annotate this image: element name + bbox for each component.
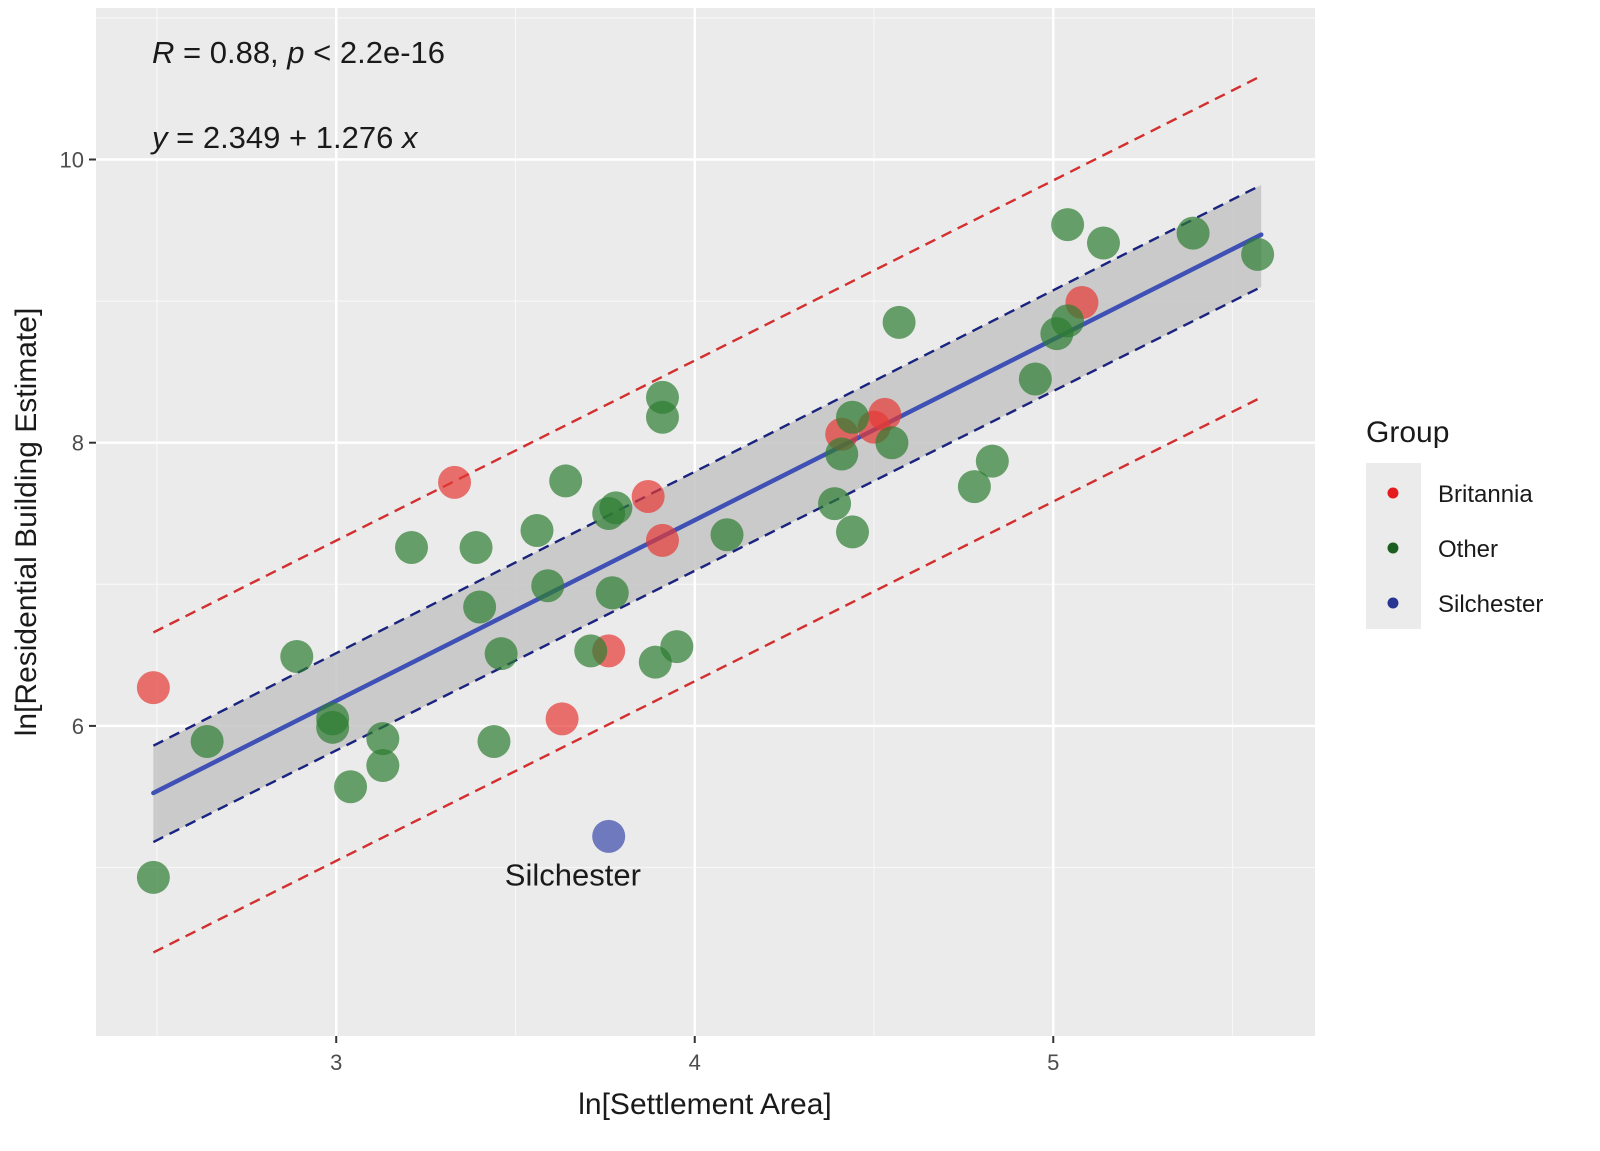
x-tick-label: 3 xyxy=(330,1050,342,1075)
x-tick-label: 5 xyxy=(1047,1050,1059,1075)
legend: Group Britannia Other Silchester xyxy=(1366,416,1543,629)
prediction-lower-line xyxy=(152,396,1262,954)
x-axis-title: ln[Settlement Area] xyxy=(578,1088,831,1121)
other-point xyxy=(366,722,400,756)
other-point xyxy=(957,470,991,504)
confidence-upper-line xyxy=(152,183,1262,747)
other-point xyxy=(975,444,1009,478)
x-tick-label: 4 xyxy=(689,1050,701,1075)
other-point xyxy=(710,518,744,552)
data-points xyxy=(136,208,1275,894)
britannia-point xyxy=(136,671,170,705)
other-point xyxy=(1176,216,1210,250)
britannia-point xyxy=(438,465,472,499)
x-axis: 3 4 5 xyxy=(330,1036,1059,1075)
other-point xyxy=(835,400,869,434)
other-point xyxy=(395,530,429,564)
other-point xyxy=(1018,362,1052,396)
britannia-point xyxy=(545,702,579,736)
other-point xyxy=(595,576,629,610)
other-point xyxy=(520,513,554,547)
other-point xyxy=(190,724,224,758)
legend-title: Group xyxy=(1366,416,1449,449)
other-point xyxy=(477,724,511,758)
other-point xyxy=(835,515,869,549)
other-point xyxy=(660,630,694,664)
stat-annotation: R = 0.88, p < 2.2e-16 xyxy=(152,35,445,70)
y-tick-label: 6 xyxy=(72,714,84,739)
silchester-legend-key xyxy=(1387,597,1399,609)
y-tick-label: 8 xyxy=(72,431,84,456)
other-point xyxy=(366,749,400,783)
other-point xyxy=(334,770,368,804)
other-point xyxy=(136,860,170,894)
prediction-upper-line xyxy=(152,74,1262,634)
other-point xyxy=(280,640,314,674)
britannia-point xyxy=(645,523,679,557)
other-point xyxy=(463,590,497,624)
silchester-point xyxy=(592,819,626,853)
y-axis: 6 8 10 xyxy=(60,148,96,739)
other-point xyxy=(549,464,583,498)
britannia-legend-label: Britannia xyxy=(1438,481,1533,508)
legend-entries: Britannia Other Silchester xyxy=(1387,481,1543,618)
britannia-point xyxy=(631,480,665,514)
other-point xyxy=(1086,226,1120,260)
other-legend-label: Other xyxy=(1438,536,1498,563)
other-point xyxy=(599,491,633,525)
other-point xyxy=(316,710,350,744)
other-point xyxy=(818,487,852,521)
other-point xyxy=(645,380,679,414)
confidence-lower-line xyxy=(152,285,1262,844)
other-point xyxy=(825,437,859,471)
other-point xyxy=(484,637,518,671)
y-tick-label: 10 xyxy=(60,148,84,173)
other-point xyxy=(459,530,493,564)
prediction-band xyxy=(152,74,1262,954)
silchester-legend-label: Silchester xyxy=(1438,591,1543,618)
other-point xyxy=(531,569,565,603)
equation-annotation: y = 2.349 + 1.276 x xyxy=(150,120,419,155)
other-legend-key xyxy=(1387,542,1399,554)
y-axis-title: ln[Residential Building Estimate] xyxy=(10,308,43,737)
other-point xyxy=(1051,304,1085,338)
other-point xyxy=(1241,237,1275,271)
other-point xyxy=(1051,208,1085,242)
other-point xyxy=(882,305,916,339)
other-point xyxy=(875,426,909,460)
other-point xyxy=(574,634,608,668)
silchester-point-label: Silchester xyxy=(505,858,641,893)
britannia-point xyxy=(868,397,902,431)
britannia-legend-key xyxy=(1387,487,1399,499)
